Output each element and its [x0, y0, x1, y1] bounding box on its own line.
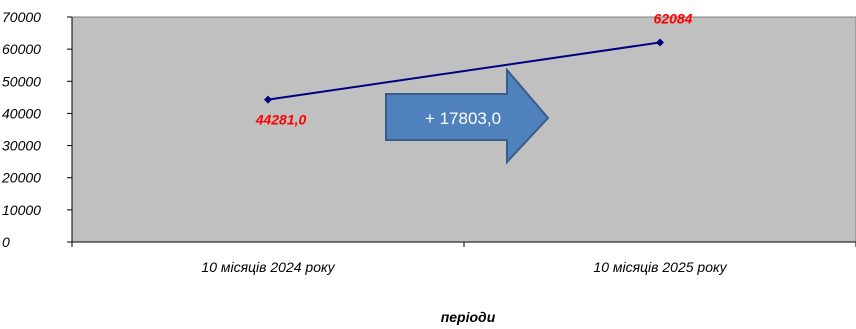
- data-point-marker: [656, 38, 664, 47]
- y-tick-label: 50000: [2, 73, 41, 89]
- data-label: 62084: [654, 10, 693, 26]
- y-tick-label: 10000: [2, 202, 41, 218]
- y-tick-label: 70000: [2, 9, 41, 25]
- data-point-marker: [264, 95, 272, 104]
- y-tick-label: 60000: [2, 41, 41, 57]
- y-axis: 0 10000 20000 30000 40000 50000 60000 70000: [1, 9, 73, 250]
- difference-label: + 17803,0: [425, 109, 501, 128]
- y-tick-label: 20000: [1, 170, 41, 186]
- x-tick-label: 10 місяців 2024 року: [201, 259, 335, 275]
- y-tick-label: 30000: [2, 138, 41, 154]
- x-axis: 10 місяців 2024 року 10 місяців 2025 року: [71, 241, 856, 275]
- y-tick-label: 40000: [2, 105, 41, 121]
- right-arrow-shape: [385, 67, 550, 165]
- series-line: [267, 41, 661, 101]
- data-label: 44281,0: [255, 112, 307, 128]
- x-axis-title: періоди: [441, 309, 496, 325]
- y-tick-label: 0: [2, 234, 10, 250]
- difference-arrow: + 17803,0: [385, 67, 550, 165]
- x-tick-label: 10 місяців 2025 року: [593, 259, 727, 275]
- series-group: 44281,0 62084: [255, 10, 693, 127]
